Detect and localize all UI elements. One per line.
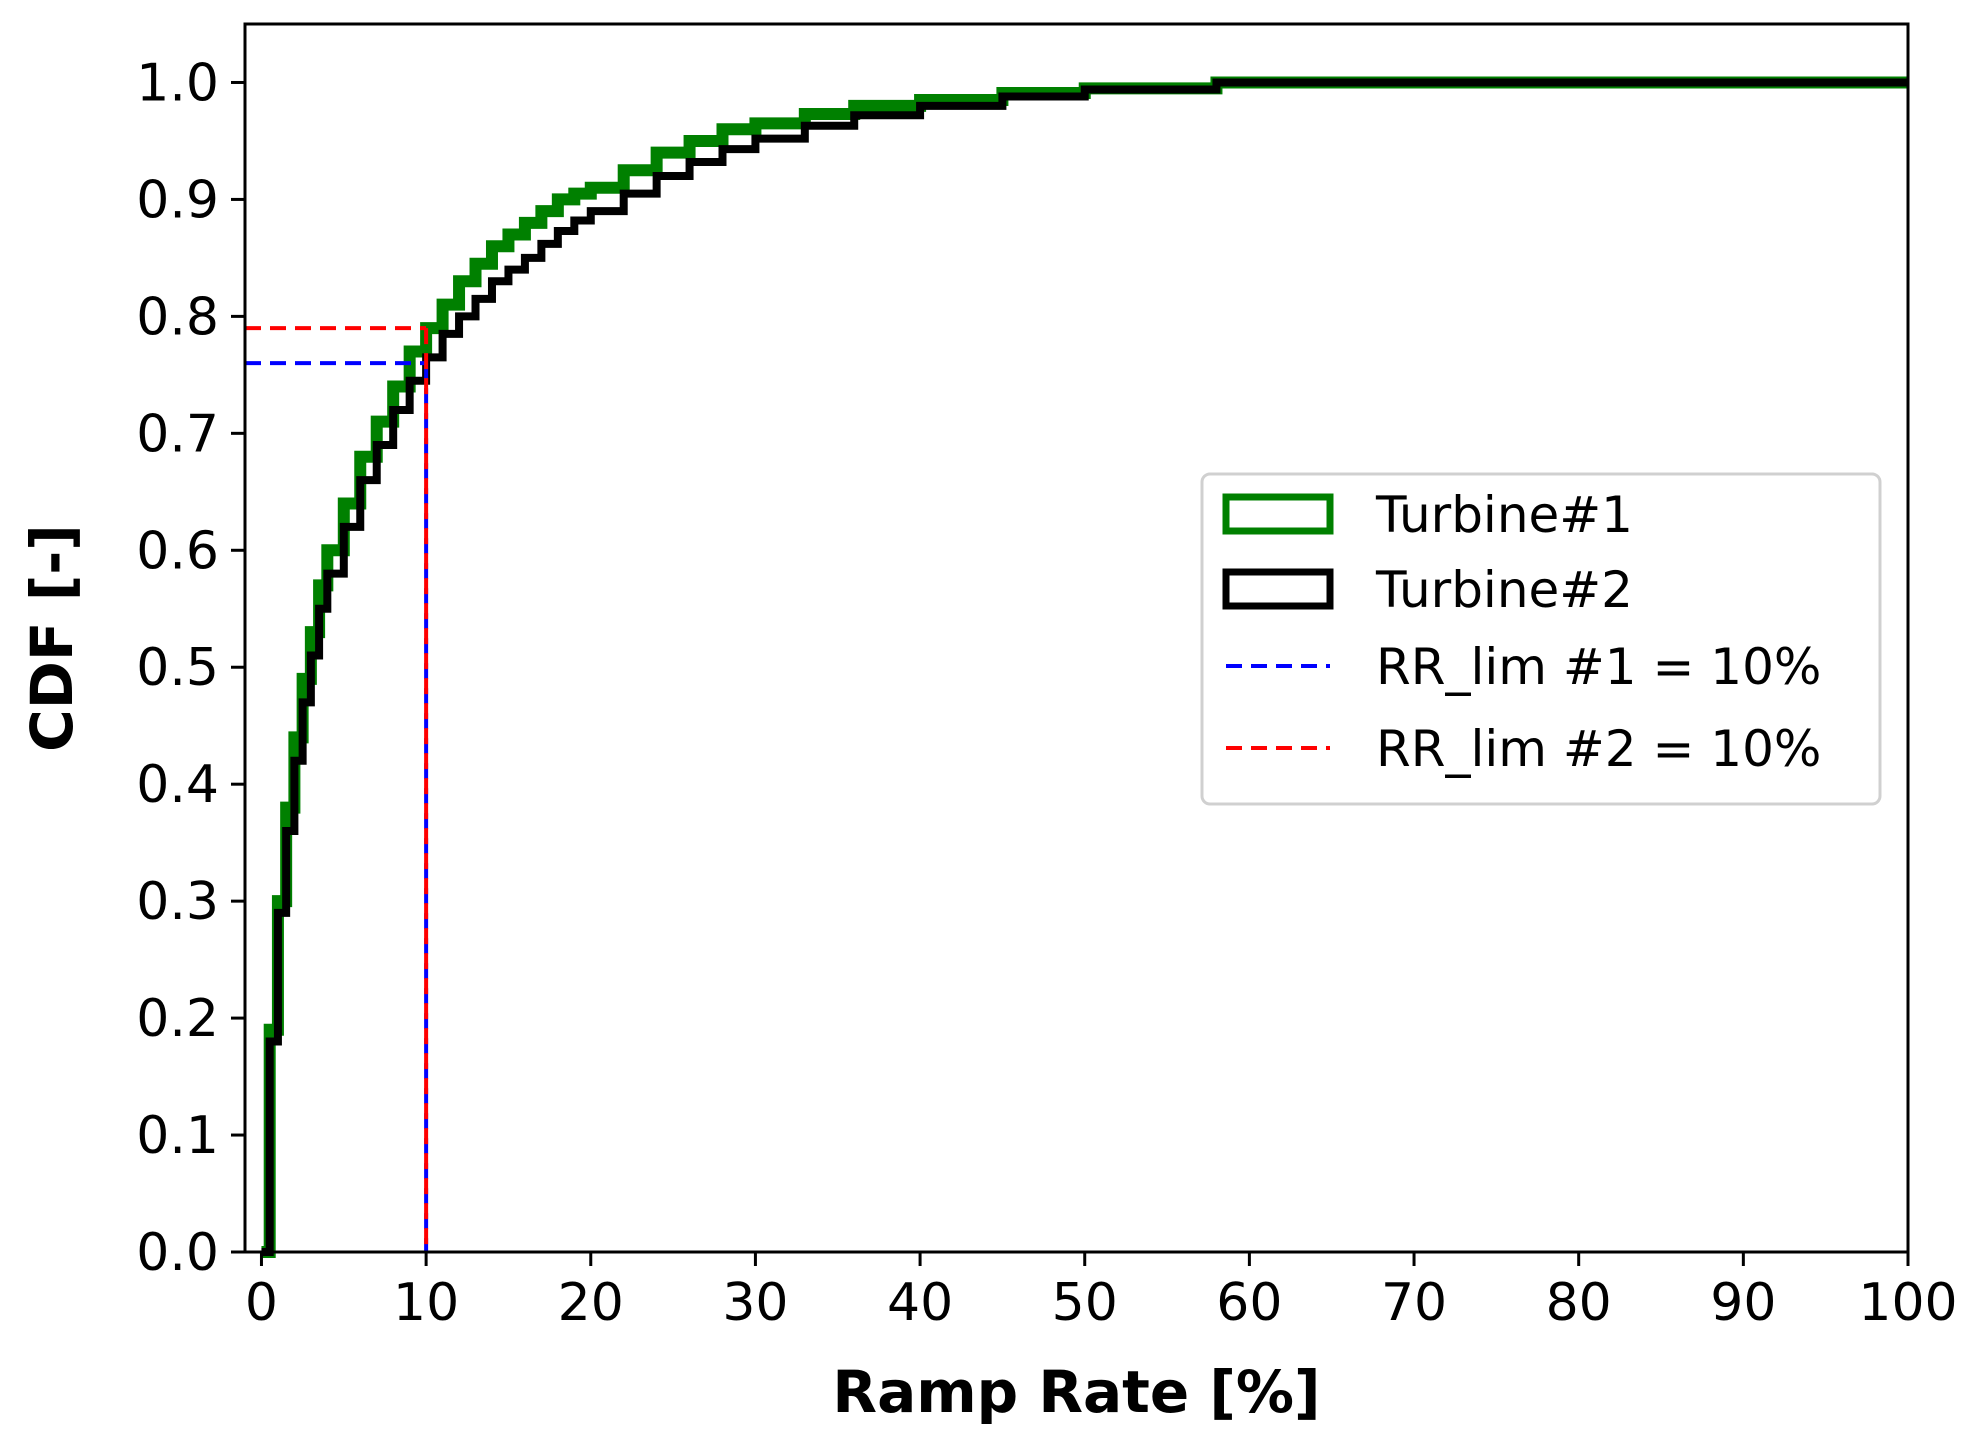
x-tick-label: 60	[1216, 1273, 1282, 1333]
y-tick-label: 1.0	[136, 53, 219, 113]
x-tick-label: 100	[1858, 1273, 1957, 1333]
x-tick-label: 90	[1710, 1273, 1776, 1333]
y-tick-label: 0.7	[136, 404, 219, 464]
x-tick-label: 70	[1381, 1273, 1447, 1333]
x-tick-label: 50	[1052, 1273, 1118, 1333]
y-tick-label: 0.5	[136, 638, 219, 698]
y-tick-label: 0.9	[136, 170, 219, 230]
y-tick-label: 0.4	[136, 755, 219, 815]
x-tick-label: 80	[1546, 1273, 1612, 1333]
series-line-turbine-2	[261, 78, 1908, 1256]
x-tick-label: 20	[558, 1273, 624, 1333]
y-tick-label: 0.3	[136, 872, 219, 932]
legend-label-4: RR_lim #2 = 10%	[1376, 720, 1821, 778]
plot-area	[245, 76, 1908, 1258]
legend: Turbine#1 Turbine#2 RR_lim #1 = 10% RR_lim …	[1200, 472, 1882, 806]
y-tick-label: 0.1	[136, 1106, 219, 1166]
y-axis-title: CDF [-]	[18, 524, 86, 752]
y-tick-label: 0.6	[136, 521, 219, 581]
x-tick-label: 0	[245, 1273, 278, 1333]
legend-swatch-series-1	[1222, 493, 1334, 535]
legend-swatch-series-2	[1222, 568, 1334, 610]
y-tick-label: 0.0	[136, 1223, 219, 1283]
x-tick-label: 40	[887, 1273, 953, 1333]
axes: 0 10 20 30 40 50 60 70 80 90 100 0.0 0.1 0.2 0.3 0.4 0.5…	[136, 22, 1958, 1333]
y-tick-label: 0.2	[136, 989, 219, 1049]
plot-frame	[243, 22, 1910, 1254]
x-tick-label: 10	[393, 1273, 459, 1333]
legend-label-2: Turbine#2	[1375, 561, 1633, 619]
x-tick-label: 30	[722, 1273, 788, 1333]
legend-label-3: RR_lim #1 = 10%	[1376, 638, 1821, 696]
legend-label-1: Turbine#1	[1375, 486, 1633, 544]
x-axis-title: Ramp Rate [%]	[832, 1358, 1320, 1426]
y-tick-label: 0.8	[136, 287, 219, 347]
legend-frame	[1200, 472, 1882, 806]
